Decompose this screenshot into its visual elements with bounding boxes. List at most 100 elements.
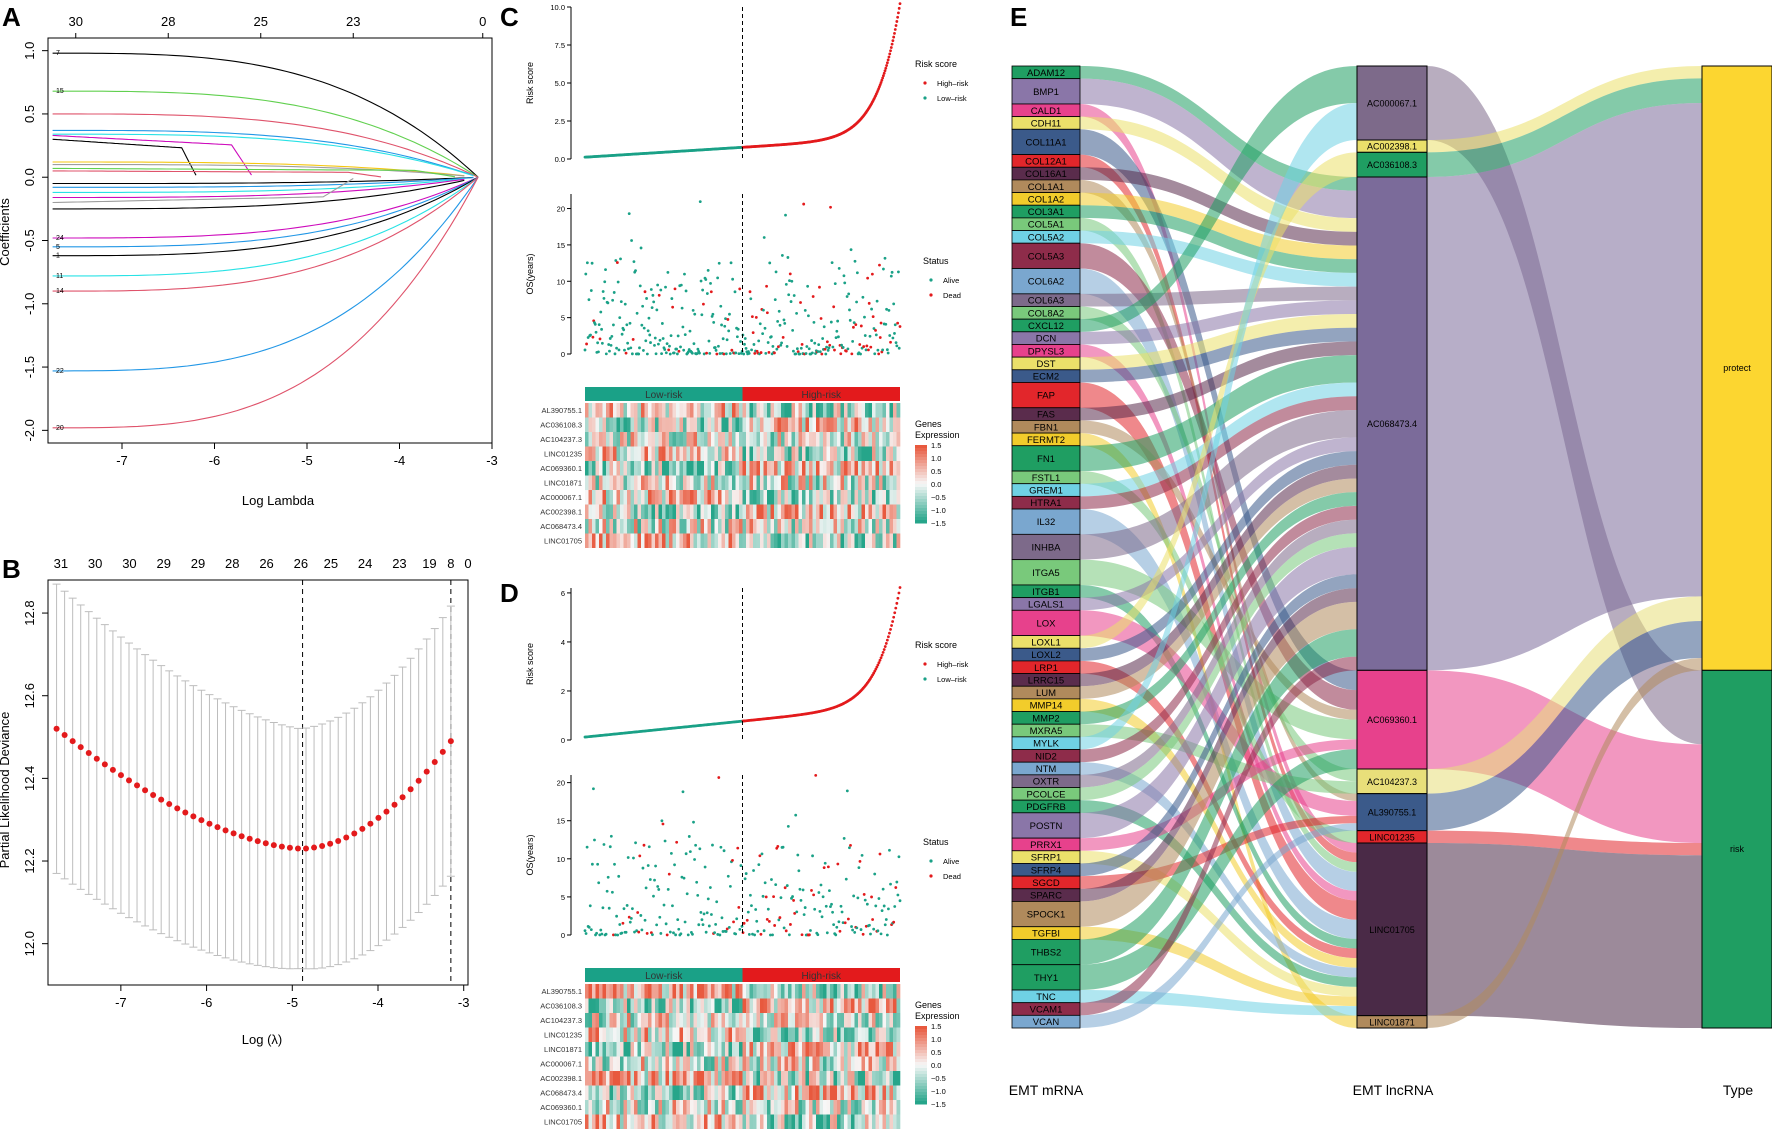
sankey-flow-mrna-to-lncrna	[1080, 926, 1357, 1007]
sankey-flow-mrna-to-lncrna	[1080, 205, 1357, 273]
heatmap-cell	[634, 1056, 638, 1071]
os-status-point	[702, 912, 706, 916]
heatmap-cell	[742, 1042, 747, 1057]
heatmap-cell	[599, 446, 603, 461]
heatmap-cell	[651, 1114, 656, 1129]
cv-deviance-point	[375, 814, 382, 821]
os-status-point	[851, 928, 854, 932]
heatmap-cell	[791, 1071, 796, 1086]
risk-score-point	[887, 635, 890, 639]
os-status-point	[896, 893, 900, 897]
heatmap-cell	[732, 417, 736, 432]
expression-legend-swatch	[915, 1041, 927, 1045]
heatmap-cell	[704, 417, 708, 432]
heatmap-cell	[634, 1027, 638, 1042]
sankey-mrna-label: SFRP1	[1031, 853, 1062, 864]
sankey-mrna-label: COL5A2	[1028, 232, 1064, 243]
heatmap-cell	[749, 504, 754, 519]
heatmap-cell	[606, 461, 610, 476]
heatmap-cell	[868, 1100, 873, 1115]
cv-deviance-point	[327, 840, 334, 847]
heatmap-cell	[658, 461, 663, 476]
heatmap-gene-label: LINC01705	[544, 1118, 582, 1127]
sankey-mrna-label: FSTL1	[1032, 473, 1061, 484]
heatmap-cell	[588, 519, 593, 534]
heatmap-cell	[770, 984, 775, 999]
heatmap-cell	[875, 446, 880, 461]
heatmap-cell	[676, 490, 680, 505]
heatmap-cell	[606, 1027, 610, 1042]
heatmap-cell	[679, 490, 684, 505]
heatmap-cell	[693, 1071, 698, 1086]
panel-b-top-tick-label: 31	[54, 556, 68, 571]
heatmap-cell	[651, 475, 656, 490]
os-status-point	[734, 351, 738, 355]
os-status-point	[775, 347, 779, 351]
heatmap-cell	[718, 504, 722, 519]
heatmap-cell	[837, 984, 841, 999]
sankey-flow-mrna-to-lncrna	[1080, 116, 1357, 232]
heatmap-cell	[833, 1114, 838, 1129]
heatmap-cell	[774, 432, 778, 447]
heatmap-cell	[616, 533, 621, 548]
os-status-point	[589, 289, 593, 292]
os-status-point	[780, 254, 784, 257]
heatmap-cell	[718, 475, 722, 490]
heatmap-cell	[861, 1013, 866, 1028]
heatmap-cell	[791, 417, 796, 432]
heatmap-cell	[760, 1013, 764, 1028]
heatmap-cell	[875, 1027, 880, 1042]
heatmap-cell	[858, 461, 862, 476]
heatmap-cell	[753, 432, 757, 447]
risk-legend-low-label: Low–risk	[937, 675, 967, 684]
heatmap-cell	[683, 1027, 687, 1042]
heatmap-cell	[676, 417, 680, 432]
panel-b-plot-area: -7 -6 -5 -4 -312.012.212.412.612.831 30 30 29 29…	[22, 556, 472, 1010]
heatmap-cell	[707, 1056, 712, 1071]
os-status-point	[683, 272, 686, 276]
heatmap-cell	[858, 504, 862, 519]
os-status-point	[623, 348, 626, 352]
heatmap-cell	[882, 403, 887, 418]
heatmap-cell	[896, 461, 901, 476]
heatmap-cell	[865, 533, 869, 548]
os-status-point	[601, 906, 605, 910]
heatmap-cell	[812, 1114, 817, 1129]
heatmap-cell	[588, 1056, 593, 1071]
heatmap-cell	[889, 446, 894, 461]
heatmap-cell	[700, 417, 705, 432]
heatmap-cell	[861, 998, 866, 1013]
heatmap-cell	[893, 1114, 897, 1129]
heatmap-cell	[749, 446, 754, 461]
os-status-point	[832, 923, 836, 927]
os-status-point	[886, 351, 890, 355]
heatmap-cell	[630, 1071, 635, 1086]
expression-legend-swatch	[915, 484, 927, 488]
heatmap-cell	[665, 1100, 670, 1115]
risk-legend-low-marker	[923, 96, 927, 100]
os-status-point	[655, 308, 659, 312]
heatmap-cell	[683, 417, 687, 432]
heatmap-cell	[774, 998, 778, 1013]
heatmap-cell	[749, 461, 754, 476]
heatmap-cell	[767, 519, 771, 534]
heatmap-cell	[662, 1027, 666, 1042]
heatmap-cell	[693, 1114, 698, 1129]
heatmap-cell	[823, 519, 827, 534]
heatmap-cell	[665, 1027, 670, 1042]
heatmap-cell	[875, 475, 880, 490]
heatmap-cell	[669, 403, 673, 418]
heatmap-cell	[777, 504, 782, 519]
heatmap-cell	[847, 417, 852, 432]
heatmap-cell	[893, 984, 897, 999]
heatmap-cell	[683, 533, 687, 548]
os-status-point	[875, 299, 879, 303]
expression-legend-tick: −1.0	[931, 1087, 946, 1096]
os-status-point	[754, 315, 758, 319]
os-status-point	[691, 308, 695, 312]
os-status-point	[743, 337, 747, 340]
heatmap-cell	[651, 1042, 656, 1057]
heatmap-cell	[749, 403, 754, 418]
os-status-point	[646, 864, 650, 867]
heatmap-cell	[819, 1085, 824, 1100]
